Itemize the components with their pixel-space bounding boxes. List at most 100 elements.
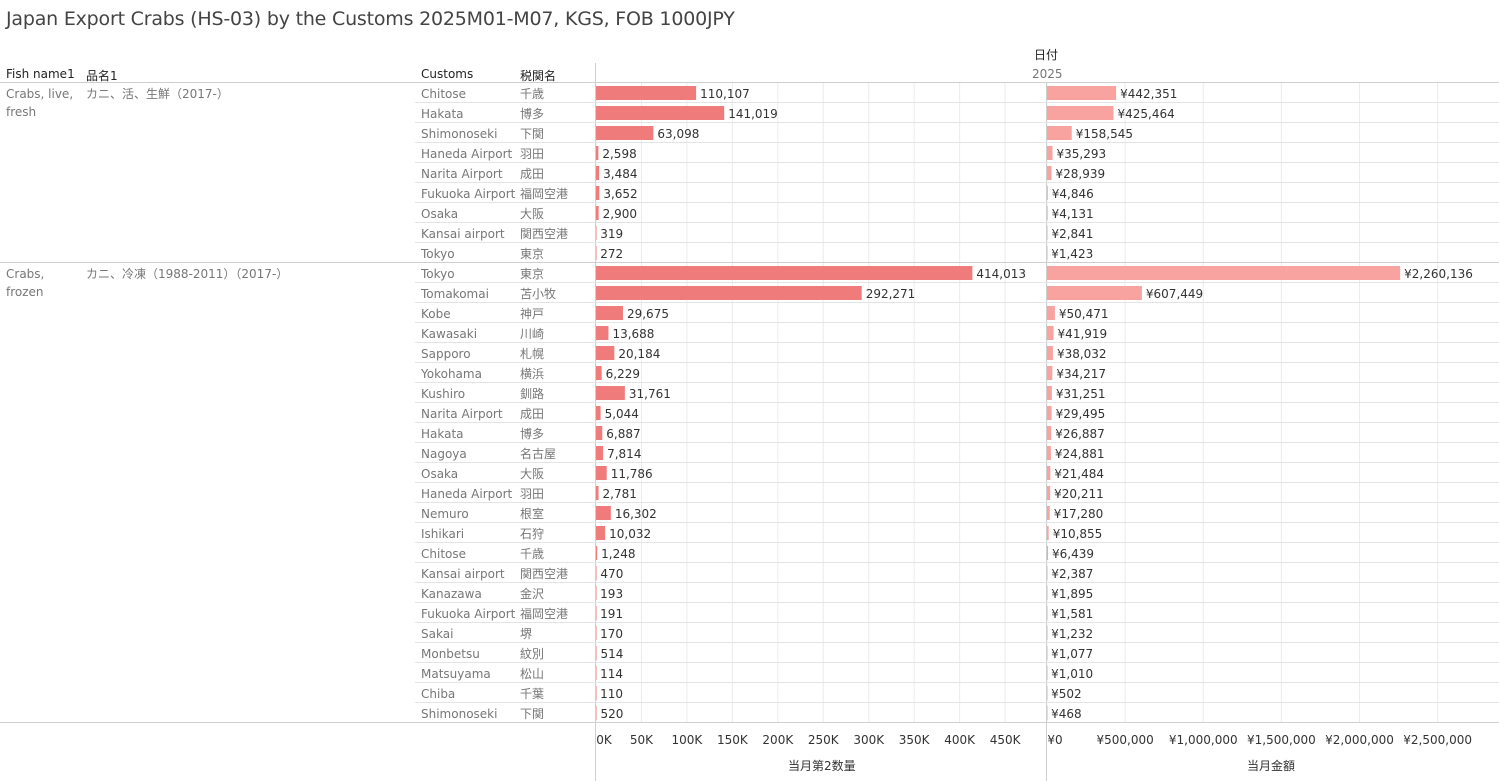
customs-jp-name: 関西空港 [520,227,568,241]
qty-bar [596,366,602,380]
customs-jp-name: 大阪 [520,207,544,221]
amt-tick-label: ¥0 [1047,733,1062,747]
qty-data-label: 20,184 [618,347,660,361]
qty-tick-label: 450K [990,733,1022,747]
qty-data-label: 114 [600,667,623,681]
amt-data-label: ¥1,010 [1051,667,1093,681]
qty-tick-label: 0K [596,733,613,747]
amt-data-label: ¥4,131 [1052,207,1094,221]
qty-bar [596,446,604,460]
customs-jp-name: 横浜 [520,367,544,381]
customs-name: Tokyo [420,267,455,281]
amt-data-label: ¥38,032 [1057,347,1107,361]
amt-data-label: ¥1,232 [1051,627,1093,641]
qty-tick-label: 50K [630,733,654,747]
amt-data-label: ¥1,423 [1051,247,1093,261]
qty-data-label: 292,271 [866,287,916,301]
amt-data-label: ¥31,251 [1056,387,1106,401]
customs-name: Kansai airport [421,227,505,241]
amt-bar [1047,406,1052,420]
customs-name: Chitose [421,87,466,101]
customs-jp-name: 紋別 [520,647,544,661]
amt-data-label: ¥1,895 [1051,587,1093,601]
amt-bar [1047,546,1049,560]
customs-name: Kushiro [421,387,465,401]
customs-name: Hakata [421,107,464,121]
customs-name: Narita Airport [421,407,503,421]
fish-name: frozen [6,285,44,299]
amt-bar [1047,626,1048,640]
customs-name: Sakai [421,627,453,641]
amt-data-label: ¥26,887 [1055,427,1105,441]
amt-bar [1047,366,1053,380]
amt-tick-label: ¥2,500,000 [1403,733,1472,747]
customs-name: Nagoya [421,447,467,461]
qty-data-label: 5,044 [605,407,639,421]
customs-name: Chiba [421,687,455,701]
qty-data-label: 3,652 [603,187,637,201]
amt-bar [1047,586,1048,600]
qty-bar [596,86,697,100]
customs-name: Haneda Airport [421,487,513,501]
amt-data-label: ¥4,846 [1052,187,1094,201]
customs-jp-name: 堺 [520,627,532,641]
amt-data-label: ¥41,919 [1058,327,1108,341]
amt-bar [1047,506,1050,520]
customs-jp-name: 札幌 [520,346,544,361]
amt-bar [1047,686,1048,700]
amt-bar [1047,666,1048,680]
customs-jp-name: 千歳 [520,547,544,561]
customs-jp-name: 東京 [520,267,544,281]
customs-name: Yokohama [420,367,482,381]
customs-jp-header: 税関名 [520,69,557,83]
amt-bar [1047,426,1052,440]
customs-jp-name: 金沢 [520,586,544,601]
qty-data-label: 514 [600,647,623,661]
customs-name: Sapporo [421,347,471,361]
qty-data-label: 414,013 [976,267,1026,281]
qty-bar [596,646,597,660]
amt-data-label: ¥10,855 [1053,527,1103,541]
qty-data-label: 193 [600,587,623,601]
qty-data-label: 29,675 [627,307,669,321]
amt-bar [1047,346,1053,360]
customs-name: Kawasaki [421,327,477,341]
qty-data-label: 16,302 [615,507,657,521]
qty-data-label: 319 [600,227,623,241]
amt-data-label: ¥35,293 [1057,147,1107,161]
amt-tick-label: ¥2,000,000 [1325,733,1394,747]
amt-data-label: ¥28,939 [1056,167,1106,181]
amt-bar [1047,306,1055,320]
customs-jp-name: 博多 [520,106,544,121]
amt-bar [1047,526,1049,540]
qty-data-label: 1,248 [601,547,635,561]
qty-bar [596,686,597,700]
customs-name: Kanazawa [421,587,482,601]
amt-bar [1047,486,1051,500]
customs-jp-name: 成田 [520,407,544,421]
qty-bar [596,506,611,520]
qty-bar [596,486,599,500]
customs-name: Haneda Airport [421,147,513,161]
qty-bar [596,546,598,560]
customs-name: Kansai airport [421,567,505,581]
amt-data-label: ¥2,841 [1051,227,1093,241]
amt-tick-label: ¥1,500,000 [1247,733,1316,747]
amt-bar [1047,566,1048,580]
qty-bar [596,146,599,160]
qty-bar [596,226,597,240]
amt-bar [1047,266,1401,280]
customs-name: Monbetsu [421,647,480,661]
qty-data-label: 10,032 [609,527,651,541]
qty-bar [596,106,725,120]
qty-bar [596,346,615,360]
year-header: 2025 [1032,67,1063,81]
customs-jp-name: 大阪 [520,467,544,481]
qty-tick-label: 400K [944,733,976,747]
customs-name: Tokyo [420,247,455,261]
qty-bar [596,266,973,280]
customs-jp-name: 松山 [520,667,544,681]
customs-jp-name: 成田 [520,167,544,181]
qty-data-label: 6,229 [606,367,640,381]
